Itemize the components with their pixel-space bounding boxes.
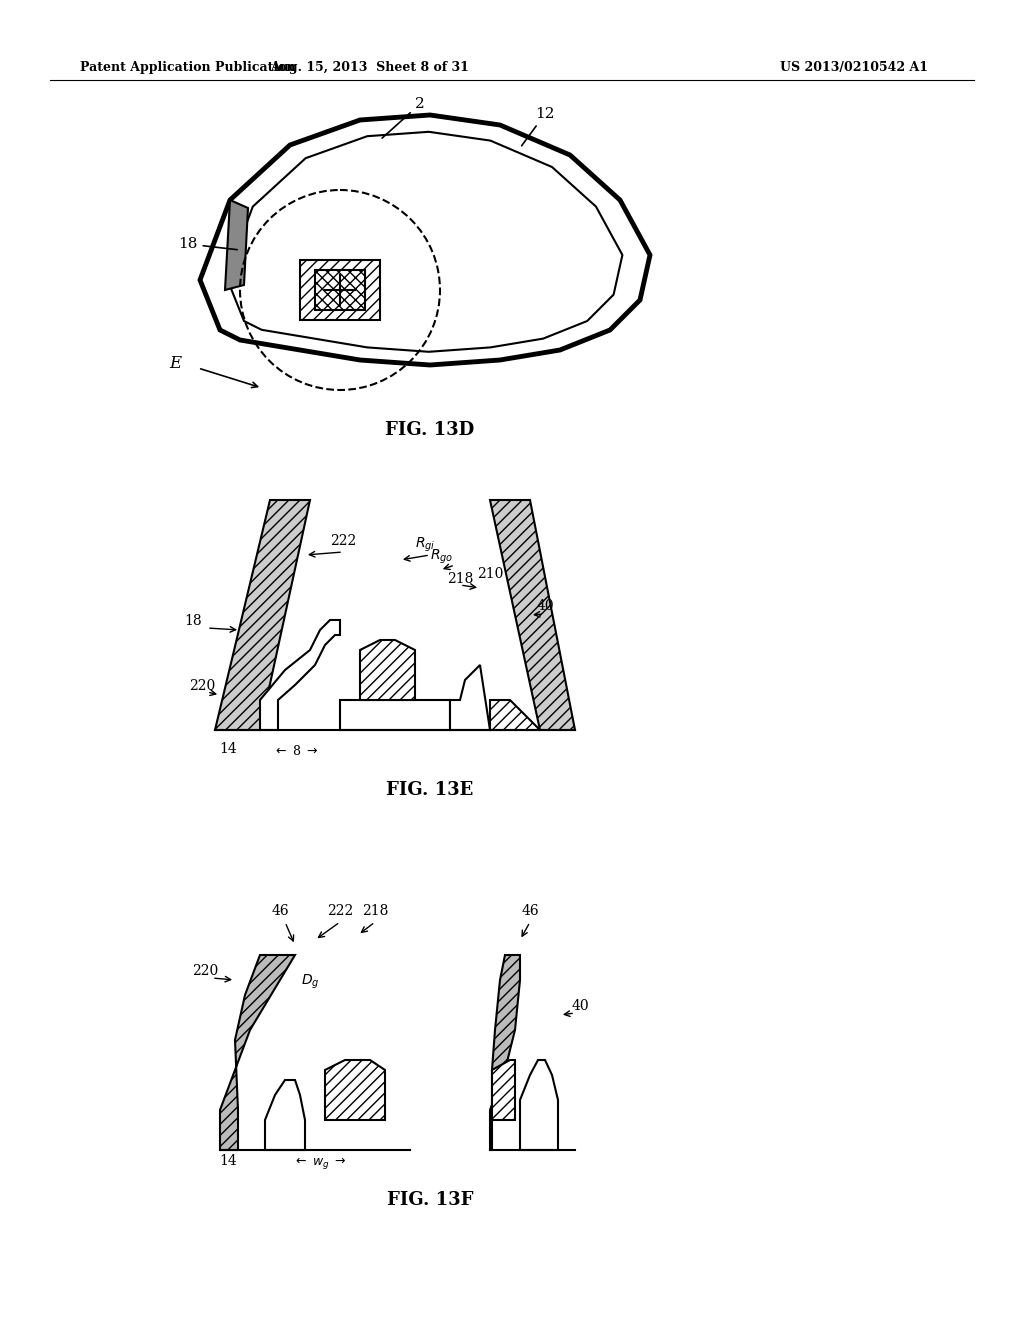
Polygon shape [340, 700, 450, 730]
Polygon shape [265, 1080, 305, 1150]
Bar [315, 271, 365, 310]
Text: 46: 46 [271, 904, 289, 917]
Text: 222: 222 [330, 535, 356, 548]
Text: 222: 222 [327, 904, 353, 917]
Polygon shape [325, 1060, 385, 1119]
Text: FIG. 13F: FIG. 13F [387, 1191, 473, 1209]
Text: Patent Application Publication: Patent Application Publication [80, 62, 296, 74]
Text: $\leftarrow$ 8 $\rightarrow$: $\leftarrow$ 8 $\rightarrow$ [273, 744, 318, 758]
Text: 210: 210 [477, 568, 503, 581]
Text: 18: 18 [178, 238, 238, 251]
Text: 220: 220 [188, 678, 215, 693]
Polygon shape [360, 640, 415, 700]
Polygon shape [492, 1060, 515, 1119]
Text: Aug. 15, 2013  Sheet 8 of 31: Aug. 15, 2013 Sheet 8 of 31 [270, 62, 469, 74]
Polygon shape [220, 954, 295, 1150]
Text: $R_{go}$: $R_{go}$ [430, 548, 454, 566]
Polygon shape [520, 1060, 558, 1150]
Text: E: E [169, 355, 181, 372]
Polygon shape [490, 700, 540, 730]
Text: FIG. 13D: FIG. 13D [385, 421, 475, 440]
Polygon shape [215, 500, 310, 730]
Polygon shape [260, 620, 340, 730]
Polygon shape [490, 500, 575, 730]
Text: 218: 218 [361, 904, 388, 917]
Text: 46: 46 [521, 904, 539, 917]
Text: FIG. 13E: FIG. 13E [386, 781, 474, 799]
Text: $\leftarrow$ $w_g$ $\rightarrow$: $\leftarrow$ $w_g$ $\rightarrow$ [293, 1155, 347, 1171]
Text: $R_{gi}$: $R_{gi}$ [415, 536, 435, 554]
Polygon shape [450, 665, 490, 730]
Polygon shape [490, 954, 520, 1150]
Text: $D_g$: $D_g$ [301, 973, 319, 991]
Text: 218: 218 [446, 572, 473, 586]
Text: 40: 40 [571, 999, 589, 1012]
Text: 12: 12 [521, 107, 555, 145]
Bar [300, 260, 380, 319]
Text: 14: 14 [219, 1154, 237, 1168]
Polygon shape [225, 201, 248, 290]
Text: 2: 2 [382, 96, 425, 139]
Text: 40: 40 [537, 599, 554, 612]
Text: 14: 14 [219, 742, 237, 756]
Text: US 2013/0210542 A1: US 2013/0210542 A1 [780, 62, 928, 74]
Text: 220: 220 [191, 964, 218, 978]
Text: 18: 18 [184, 614, 202, 628]
